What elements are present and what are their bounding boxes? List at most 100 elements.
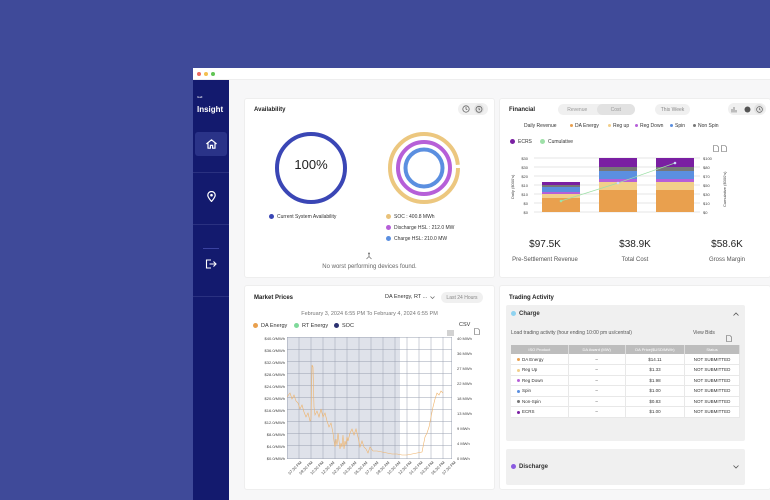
clock-icon[interactable] [461, 104, 471, 114]
legend-dot [386, 214, 391, 220]
status-cell: NOT SUBMITTED [684, 364, 740, 376]
legend-label: Spin [675, 123, 686, 129]
y-tick: $20 [521, 174, 528, 179]
price-cell: $1.98 [625, 375, 686, 386]
price-cell: $1.33 [625, 364, 686, 376]
clock-icon[interactable] [754, 104, 764, 114]
y-tick: $40.0/MWh [264, 336, 285, 341]
document-icon[interactable] [726, 329, 732, 347]
pie-chart-icon[interactable] [742, 104, 752, 114]
award-cell: – [568, 375, 626, 386]
sidebar-item-logout[interactable] [193, 256, 229, 272]
sidebar-item-home[interactable] [195, 132, 227, 156]
history-icon[interactable] [474, 104, 484, 114]
this-week-button[interactable]: This Week [655, 104, 690, 115]
legend-label: Cumulative [548, 139, 574, 145]
minimize-window-button[interactable] [204, 71, 208, 76]
column-header-da-award: DA Award (MW) [568, 345, 626, 354]
legend-dot [693, 124, 696, 128]
y-tick: $12.0/MWh [264, 420, 285, 425]
bar-chart-icon[interactable] [729, 104, 739, 114]
legend-label: DA Energy [575, 123, 599, 129]
financial-bar-chart [534, 157, 700, 213]
product-cell: ECRS [511, 406, 569, 418]
legend-non-spin: Non Spin [693, 123, 719, 129]
chevron-up-icon[interactable] [733, 312, 739, 316]
y-tick: $32.0/MWh [264, 360, 285, 365]
legend-dot [334, 323, 339, 329]
price-x-axis: 07:30 PM 09:30 PM 10:30 PM 12:30 AM 02:3… [287, 460, 457, 482]
kpi-revenue-label: Pre-Settlement Revenue [512, 257, 578, 263]
menu-icon[interactable] [447, 323, 454, 341]
y-tick: 4 MWh [457, 441, 470, 446]
legend-dot [540, 139, 545, 145]
sidebar-item-location[interactable] [193, 188, 229, 204]
y-tick: $10 [521, 192, 528, 197]
table-row: Reg Down – $1.98 NOT SUBMITTED [511, 375, 740, 386]
column-header-iso-product: ISO Product [511, 345, 569, 354]
y-tick: $50 [703, 183, 710, 188]
charge-panel-header[interactable]: Charge [506, 305, 745, 323]
award-cell: – [568, 406, 626, 418]
y-tick: 13 MWh [457, 411, 472, 416]
close-window-button[interactable] [197, 71, 201, 76]
sidebar-divider-short [203, 248, 219, 249]
app-window: Gall Insight Availability [193, 68, 770, 500]
tab-cost[interactable]: Cost [596, 104, 635, 115]
legend-dot [608, 124, 611, 128]
column-header-status: Status [684, 345, 740, 354]
discharge-label-text: Discharge [519, 464, 549, 471]
trading-activity-title: Trading Activity [509, 295, 554, 301]
legend-label: RT Energy [302, 323, 329, 329]
legend-da-energy: DA Energy [570, 123, 599, 129]
maximize-window-button[interactable] [211, 71, 215, 76]
y-tick: $16.0/MWh [264, 408, 285, 413]
status-cell: NOT SUBMITTED [684, 406, 740, 418]
legend-rt-energy: RT Energy [294, 323, 328, 329]
y-tick: $24.0/MWh [264, 384, 285, 389]
daily-revenue-label: Daily Revenue [524, 123, 557, 129]
table-row: Spin – $1.00 NOT SUBMITTED [511, 385, 740, 397]
financial-view-toggle [728, 103, 766, 115]
legend-label: SOC [342, 323, 354, 329]
y-tick: $10 [703, 201, 710, 206]
download-file-icon[interactable] [474, 322, 480, 340]
product-cell: Non-Spin [511, 396, 569, 407]
view-bids-link[interactable]: View Bids [693, 330, 715, 336]
logo-small-text: Gall [197, 95, 203, 99]
kpi-margin-value: $58.6K [711, 239, 743, 250]
discharge-panel[interactable]: Discharge [506, 449, 745, 485]
y-tick: $10 [521, 183, 528, 188]
home-icon [205, 139, 217, 149]
logo-text: Insight [197, 105, 224, 114]
export-csv-icon[interactable] [721, 139, 727, 157]
legend-charge-hsl: Charge HSL: 210.0 MW [386, 236, 447, 242]
award-cell: – [568, 396, 626, 407]
status-cell: NOT SUBMITTED [684, 375, 740, 386]
kpi-cost-value: $38.9K [619, 239, 651, 250]
chevron-down-icon[interactable] [733, 465, 739, 469]
tab-revenue[interactable]: Revenue [567, 106, 588, 113]
y-tick: $28.0/MWh [264, 372, 285, 377]
legend-soc: SOC [334, 323, 354, 329]
discharge-label: Discharge [511, 464, 548, 470]
legend-dot [570, 124, 573, 128]
table-row: ECRS – $1.00 NOT SUBMITTED [511, 406, 740, 418]
last-24-hours-button[interactable]: Last 24 Hours [441, 292, 483, 303]
csv-export-button[interactable]: CSV [459, 322, 471, 328]
status-cell: NOT SUBMITTED [684, 396, 740, 407]
product-name: Reg Down [522, 377, 544, 383]
price-cell: $0.83 [625, 396, 686, 407]
price-cell: $1.00 [625, 406, 686, 418]
legend-dot [670, 124, 673, 128]
legend-dot [511, 311, 516, 316]
availability-percent: 100% [294, 157, 328, 172]
legend-dot [269, 214, 274, 220]
product-dot [517, 357, 520, 361]
availability-card: Availability 100% Current System Availab… [244, 98, 495, 278]
series-select[interactable]: DA Energy, RT ... [385, 294, 435, 300]
y-tick: 18 MWh [457, 396, 472, 401]
charge-label-text: Charge [519, 311, 540, 318]
legend-dot [510, 139, 515, 145]
export-pdf-icon[interactable] [713, 139, 719, 157]
